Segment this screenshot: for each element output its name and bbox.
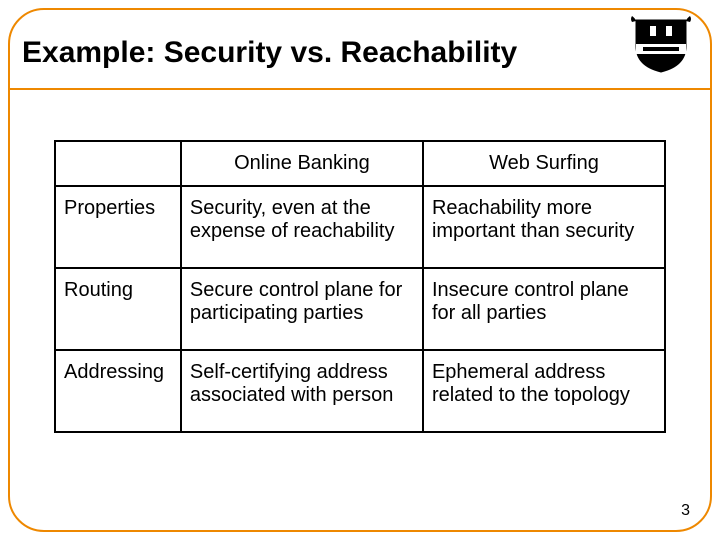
slide-title: Example: Security vs. Reachability: [8, 36, 712, 70]
cell: Ephemeral address related to the topolog…: [423, 350, 665, 432]
table-row: Addressing Self-certifying address assoc…: [55, 350, 665, 432]
table-row: Properties Security, even at the expense…: [55, 186, 665, 268]
cell: Insecure control plane for all parties: [423, 268, 665, 350]
cell: Security, even at the expense of reachab…: [181, 186, 423, 268]
title-underline: [8, 88, 712, 90]
cell: Reachability more important than securit…: [423, 186, 665, 268]
row-label: Addressing: [55, 350, 181, 432]
cell: Self-certifying address associated with …: [181, 350, 423, 432]
table-header-row: Online Banking Web Surfing: [55, 141, 665, 186]
table-header-col1: Online Banking: [181, 141, 423, 186]
cell: Secure control plane for participating p…: [181, 268, 423, 350]
row-label: Routing: [55, 268, 181, 350]
table-header-col2: Web Surfing: [423, 141, 665, 186]
princeton-shield-logo: [630, 16, 692, 74]
page-number: 3: [681, 502, 690, 520]
comparison-table: Online Banking Web Surfing Properties Se…: [54, 140, 666, 433]
table-row: Routing Secure control plane for partici…: [55, 268, 665, 350]
row-label: Properties: [55, 186, 181, 268]
title-row: Example: Security vs. Reachability: [8, 18, 712, 88]
table-header-empty: [55, 141, 181, 186]
